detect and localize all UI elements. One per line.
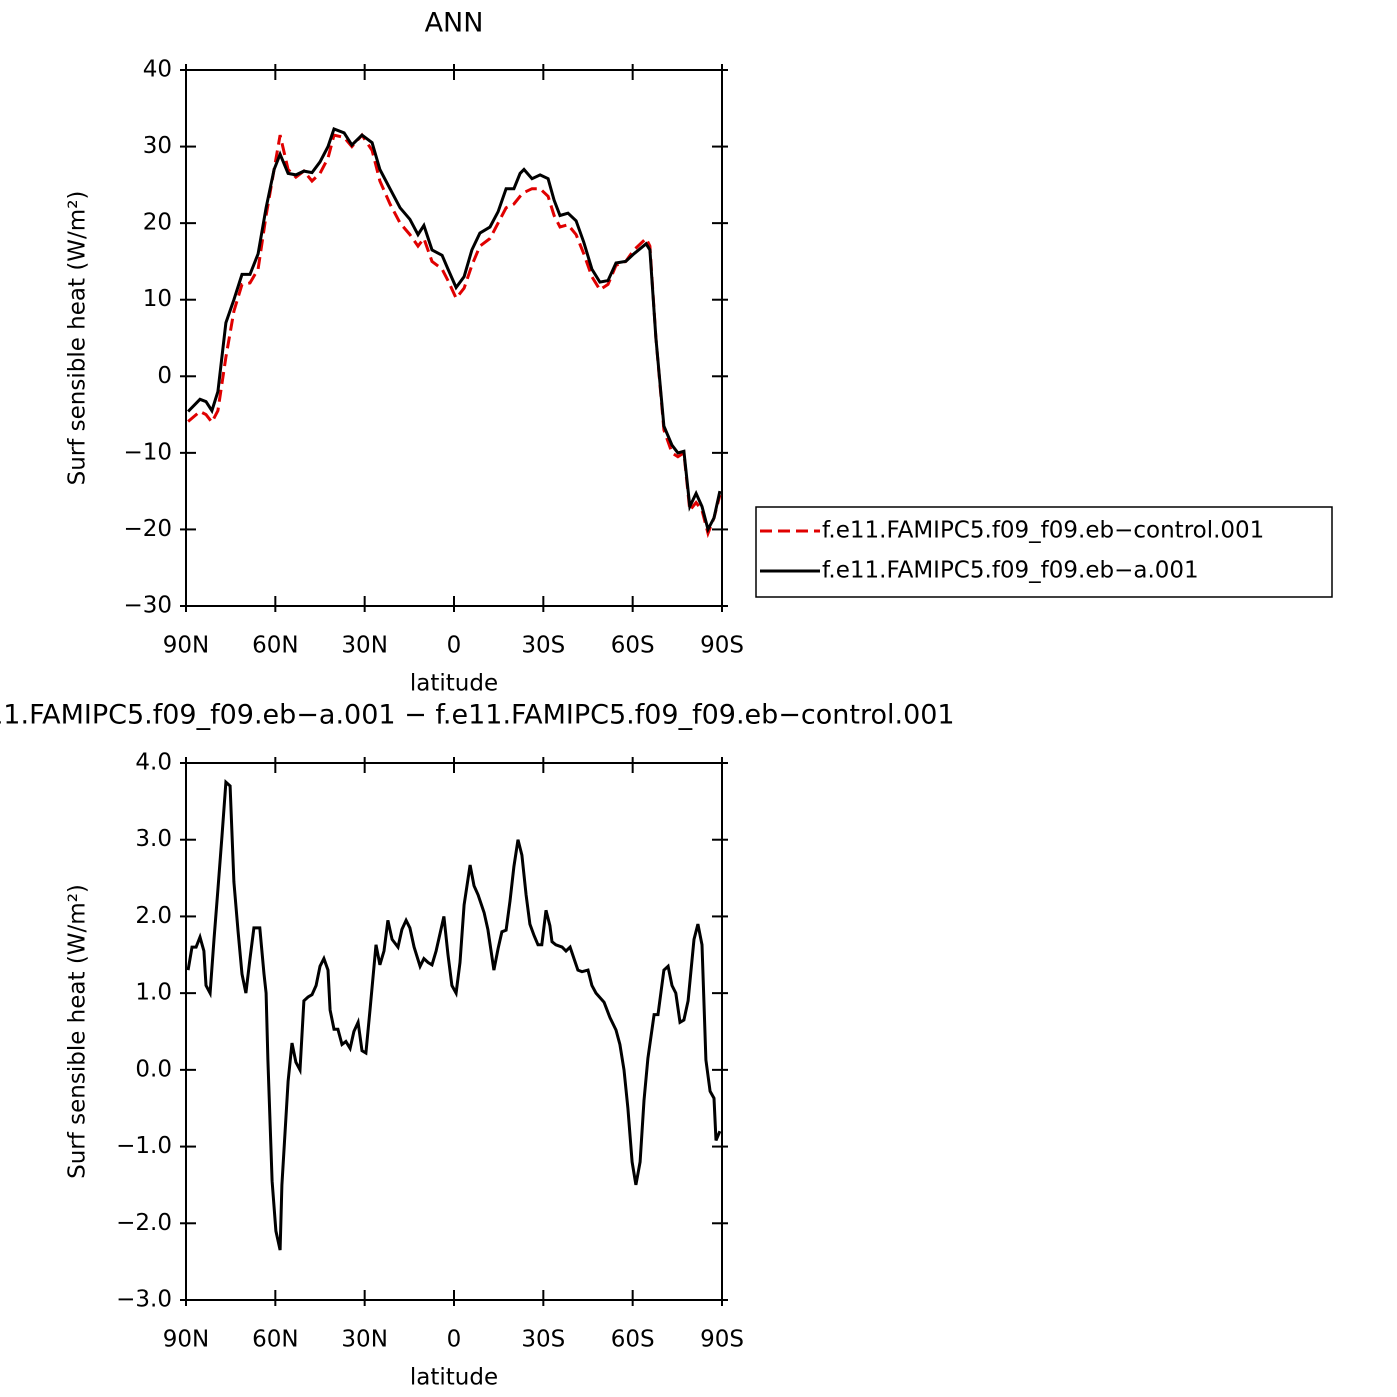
x-axis-label: latitude — [410, 671, 498, 697]
y-tick-label: 4.0 — [135, 750, 172, 776]
y-tick-label: −30 — [123, 593, 172, 619]
x-tick-label: 0 — [447, 1327, 462, 1353]
y-tick-label: −20 — [123, 516, 172, 542]
x-tick-label: 30N — [341, 633, 387, 659]
legend-box — [755, 506, 1333, 598]
plot-frame — [185, 762, 723, 1301]
x-tick-label: 90N — [163, 633, 209, 659]
x-tick-label: 30S — [521, 633, 565, 659]
x-tick-label: 90S — [700, 633, 744, 659]
data-line — [187, 127, 722, 534]
y-axis-label: Surf sensible heat (W/m²) — [65, 884, 91, 1179]
y-tick-label: −2.0 — [116, 1210, 172, 1236]
x-tick-label: 60S — [611, 633, 655, 659]
plot-frame — [185, 69, 723, 607]
data-line — [186, 779, 722, 1251]
y-tick-label: 3.0 — [135, 826, 172, 852]
y-tick-label: 0.0 — [135, 1056, 172, 1082]
y-tick-label: −3.0 — [116, 1287, 172, 1313]
x-tick-label: 0 — [447, 633, 462, 659]
y-tick-label: 1.0 — [135, 980, 172, 1006]
x-tick-label: 30S — [521, 1327, 565, 1353]
x-axis-label: latitude — [410, 1365, 498, 1391]
y-tick-label: 20 — [143, 210, 172, 236]
chart-title: ANN — [425, 8, 484, 39]
y-axis-label: Surf sensible heat (W/m²) — [65, 191, 91, 486]
x-tick-label: 60N — [252, 1327, 298, 1353]
y-tick-label: −10 — [123, 439, 172, 465]
y-tick-label: 40 — [143, 57, 172, 83]
y-tick-label: −1.0 — [116, 1133, 172, 1159]
chart-title: f.e11.FAMIPC5.f09_f09.eb−a.001 − f.e11.F… — [0, 700, 955, 731]
legend-label: f.e11.FAMIPC5.f09_f09.eb−control.001 — [822, 518, 1264, 544]
x-tick-label: 90N — [163, 1327, 209, 1353]
y-tick-label: 30 — [143, 133, 172, 159]
data-line — [187, 132, 722, 539]
x-tick-label: 60S — [611, 1327, 655, 1353]
x-tick-label: 30N — [341, 1327, 387, 1353]
y-tick-label: 10 — [143, 286, 172, 312]
x-tick-label: 60N — [252, 633, 298, 659]
y-tick-label: 0 — [157, 363, 172, 389]
x-tick-label: 90S — [700, 1327, 744, 1353]
legend-label: f.e11.FAMIPC5.f09_f09.eb−a.001 — [822, 558, 1199, 584]
y-tick-label: 2.0 — [135, 903, 172, 929]
